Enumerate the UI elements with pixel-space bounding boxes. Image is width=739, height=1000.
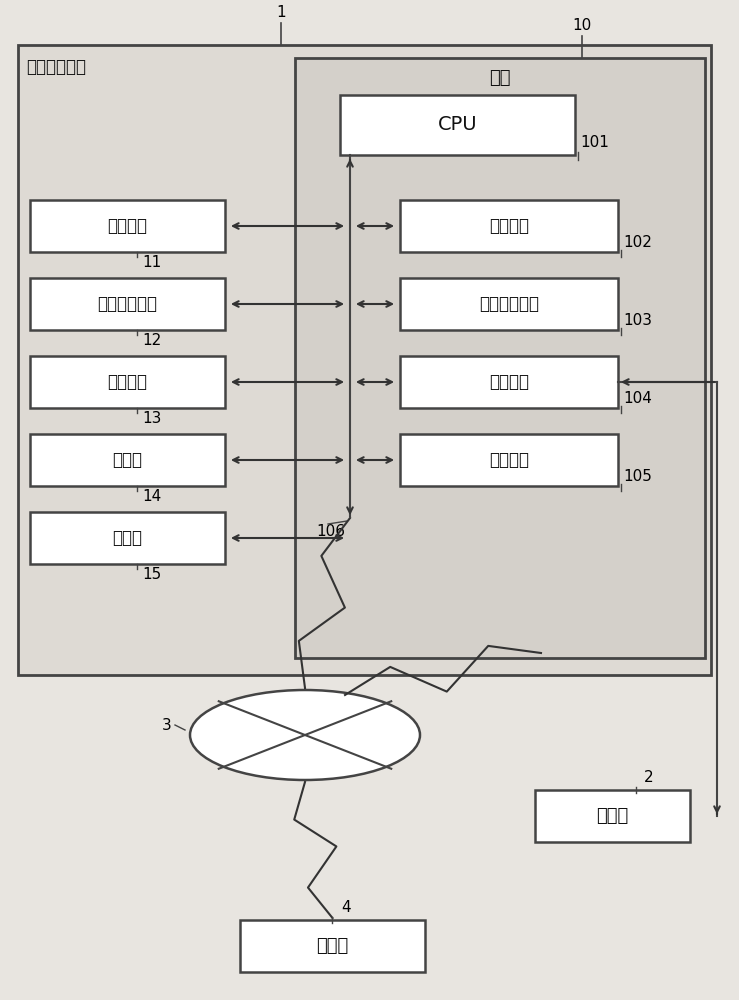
Text: 102: 102 bbox=[623, 235, 652, 250]
Text: 103: 103 bbox=[623, 313, 652, 328]
Bar bbox=[400, 356, 618, 408]
Bar bbox=[340, 95, 575, 155]
Bar bbox=[30, 200, 225, 252]
Bar bbox=[30, 356, 225, 408]
Text: 1: 1 bbox=[276, 5, 286, 20]
Text: 商品登记装置: 商品登记装置 bbox=[26, 58, 86, 76]
Text: 10: 10 bbox=[573, 18, 592, 33]
Text: 通信接口: 通信接口 bbox=[489, 373, 529, 391]
Ellipse shape bbox=[190, 690, 420, 780]
Text: 读写器: 读写器 bbox=[596, 807, 629, 825]
Text: 2: 2 bbox=[644, 770, 653, 785]
Text: 101: 101 bbox=[580, 135, 609, 150]
Text: 服务器: 服务器 bbox=[316, 937, 349, 955]
Bar bbox=[535, 790, 690, 842]
Text: 网络接口: 网络接口 bbox=[489, 451, 529, 469]
Text: 主存储器: 主存储器 bbox=[489, 217, 529, 235]
Bar bbox=[30, 278, 225, 330]
Bar bbox=[30, 512, 225, 564]
Text: 15: 15 bbox=[142, 567, 162, 582]
Bar bbox=[240, 920, 425, 972]
Bar bbox=[295, 58, 705, 658]
Text: 打印机: 打印机 bbox=[112, 451, 143, 469]
Bar bbox=[400, 200, 618, 252]
Text: 扫描仳: 扫描仳 bbox=[112, 529, 143, 547]
Text: 14: 14 bbox=[142, 489, 162, 504]
Text: CPU: CPU bbox=[437, 115, 477, 134]
Bar bbox=[30, 434, 225, 486]
Text: 104: 104 bbox=[623, 391, 652, 406]
Text: 106: 106 bbox=[316, 524, 345, 539]
Text: 12: 12 bbox=[142, 333, 162, 348]
Text: 本体: 本体 bbox=[489, 69, 511, 87]
Text: 顾客显示设备: 顾客显示设备 bbox=[98, 295, 157, 313]
Text: 11: 11 bbox=[142, 255, 162, 270]
Bar bbox=[400, 434, 618, 486]
Text: 输入设备: 输入设备 bbox=[107, 373, 148, 391]
Text: 105: 105 bbox=[623, 469, 652, 484]
Text: 触摸面板: 触摸面板 bbox=[107, 217, 148, 235]
Text: 4: 4 bbox=[341, 900, 351, 915]
Bar bbox=[18, 45, 711, 675]
Text: 辅助存储设备: 辅助存储设备 bbox=[479, 295, 539, 313]
Text: 3: 3 bbox=[163, 718, 172, 732]
Text: 13: 13 bbox=[142, 411, 162, 426]
Bar bbox=[400, 278, 618, 330]
